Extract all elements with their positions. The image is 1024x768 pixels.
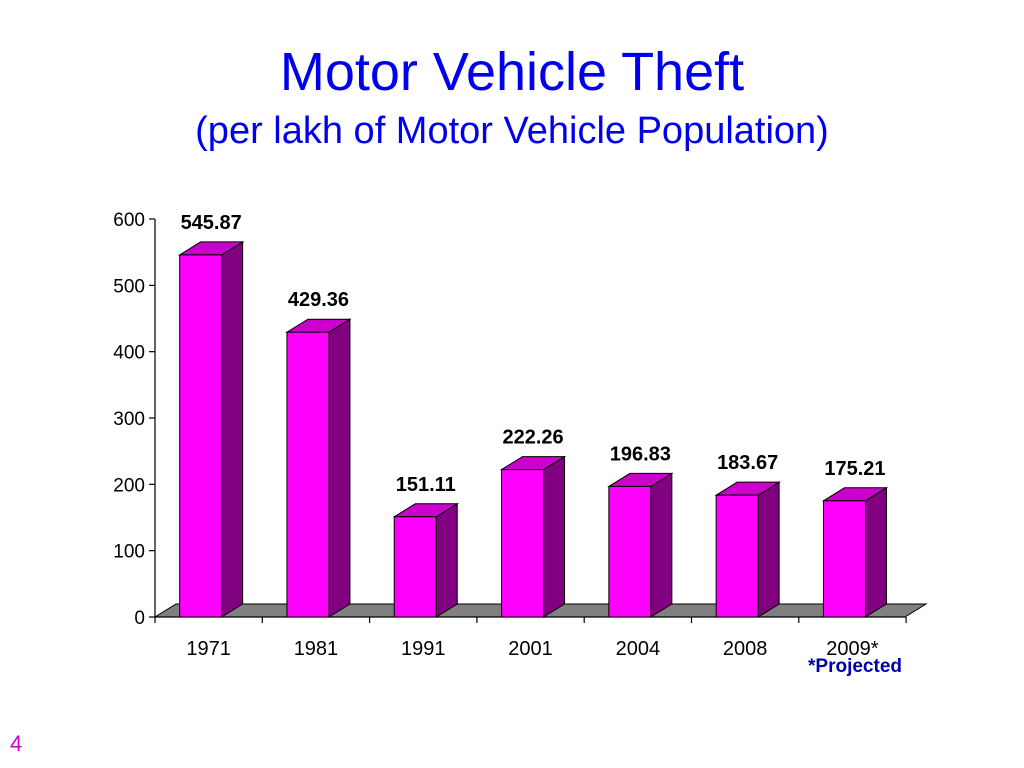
y-tick-label: 100 bbox=[113, 542, 145, 563]
projected-footnote: *Projected bbox=[808, 656, 902, 677]
y-tick-label: 500 bbox=[113, 276, 145, 297]
y-tick-label: 600 bbox=[113, 210, 145, 231]
data-label: 429.36 bbox=[288, 289, 349, 311]
bar-side bbox=[757, 481, 780, 618]
bar-front bbox=[822, 500, 866, 618]
x-tick-label: 2001 bbox=[508, 638, 553, 660]
bar-front bbox=[715, 494, 759, 618]
data-label: 151.11 bbox=[396, 474, 456, 496]
bar bbox=[177, 241, 245, 618]
bar-side bbox=[650, 472, 673, 618]
bar bbox=[714, 481, 781, 618]
data-label: 222.26 bbox=[502, 427, 563, 449]
chart-subtitle: (per lakh of Motor Vehicle Population) bbox=[195, 110, 829, 152]
bar bbox=[392, 502, 460, 618]
y-tick-label: 400 bbox=[113, 343, 145, 364]
data-label: 196.83 bbox=[610, 443, 671, 465]
y-tick-label: 0 bbox=[134, 608, 145, 629]
x-tick-label: 1971 bbox=[186, 638, 231, 660]
bar bbox=[285, 318, 352, 618]
x-tick-label: 2009* bbox=[826, 638, 878, 660]
y-tick-label: 200 bbox=[113, 475, 145, 496]
bar-side bbox=[221, 241, 244, 618]
x-tick-label: 1981 bbox=[294, 638, 339, 660]
bar-front bbox=[179, 254, 223, 618]
bar bbox=[821, 486, 889, 618]
bar bbox=[499, 455, 567, 618]
page-number: 4 bbox=[10, 731, 23, 756]
x-tick-label: 2004 bbox=[616, 638, 661, 660]
x-tick-label: 2008 bbox=[723, 638, 768, 660]
bar-front bbox=[286, 331, 330, 618]
bar bbox=[607, 472, 674, 618]
bar-front bbox=[393, 516, 437, 618]
data-label: 175.21 bbox=[824, 458, 885, 480]
chart-title: Motor Vehicle Theft bbox=[279, 42, 745, 102]
x-tick-label: 1991 bbox=[401, 638, 446, 660]
bar-front bbox=[501, 469, 545, 618]
data-label: 545.87 bbox=[181, 212, 242, 234]
bar-side bbox=[543, 455, 566, 618]
y-tick-label: 300 bbox=[113, 409, 145, 430]
bar-side bbox=[435, 502, 458, 618]
bar-side bbox=[328, 318, 351, 618]
data-label: 183.67 bbox=[717, 452, 778, 474]
bar-side bbox=[864, 486, 887, 618]
bar-front bbox=[608, 485, 652, 618]
